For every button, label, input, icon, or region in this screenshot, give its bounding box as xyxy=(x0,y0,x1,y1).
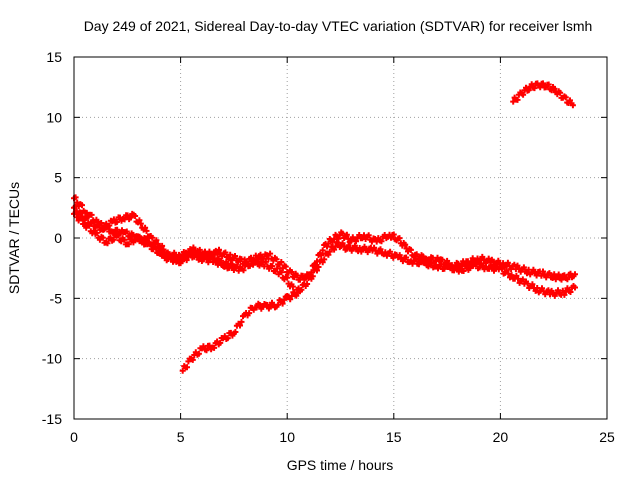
y-tick-label: 15 xyxy=(46,49,62,65)
y-tick-label: -15 xyxy=(42,411,62,427)
x-tick-label: 20 xyxy=(493,429,509,445)
x-tick-label: 10 xyxy=(279,429,295,445)
y-tick-label: 0 xyxy=(54,230,62,246)
x-tick-label: 25 xyxy=(599,429,615,445)
series-track-e xyxy=(510,80,576,109)
y-axis-label: SDTVAR / TECUs xyxy=(6,182,22,294)
y-tick-label: 10 xyxy=(46,109,62,125)
x-tick-label: 15 xyxy=(386,429,402,445)
x-tick-label: 5 xyxy=(177,429,185,445)
axis-ticks: 0 5 10 15 20 25 -15 -10 -5 0 5 10 15 xyxy=(42,49,615,445)
data-points xyxy=(71,80,578,374)
x-axis-label: GPS time / hours xyxy=(287,457,394,473)
series-track-b xyxy=(71,209,578,299)
y-tick-label: -5 xyxy=(50,290,63,306)
y-tick-label: -10 xyxy=(42,351,62,367)
gridlines xyxy=(74,57,607,419)
x-tick-label: 0 xyxy=(70,429,78,445)
chart-title: Day 249 of 2021, Sidereal Day-to-day VTE… xyxy=(84,18,593,34)
series-track-d xyxy=(179,289,301,374)
y-tick-label: 5 xyxy=(54,170,62,186)
